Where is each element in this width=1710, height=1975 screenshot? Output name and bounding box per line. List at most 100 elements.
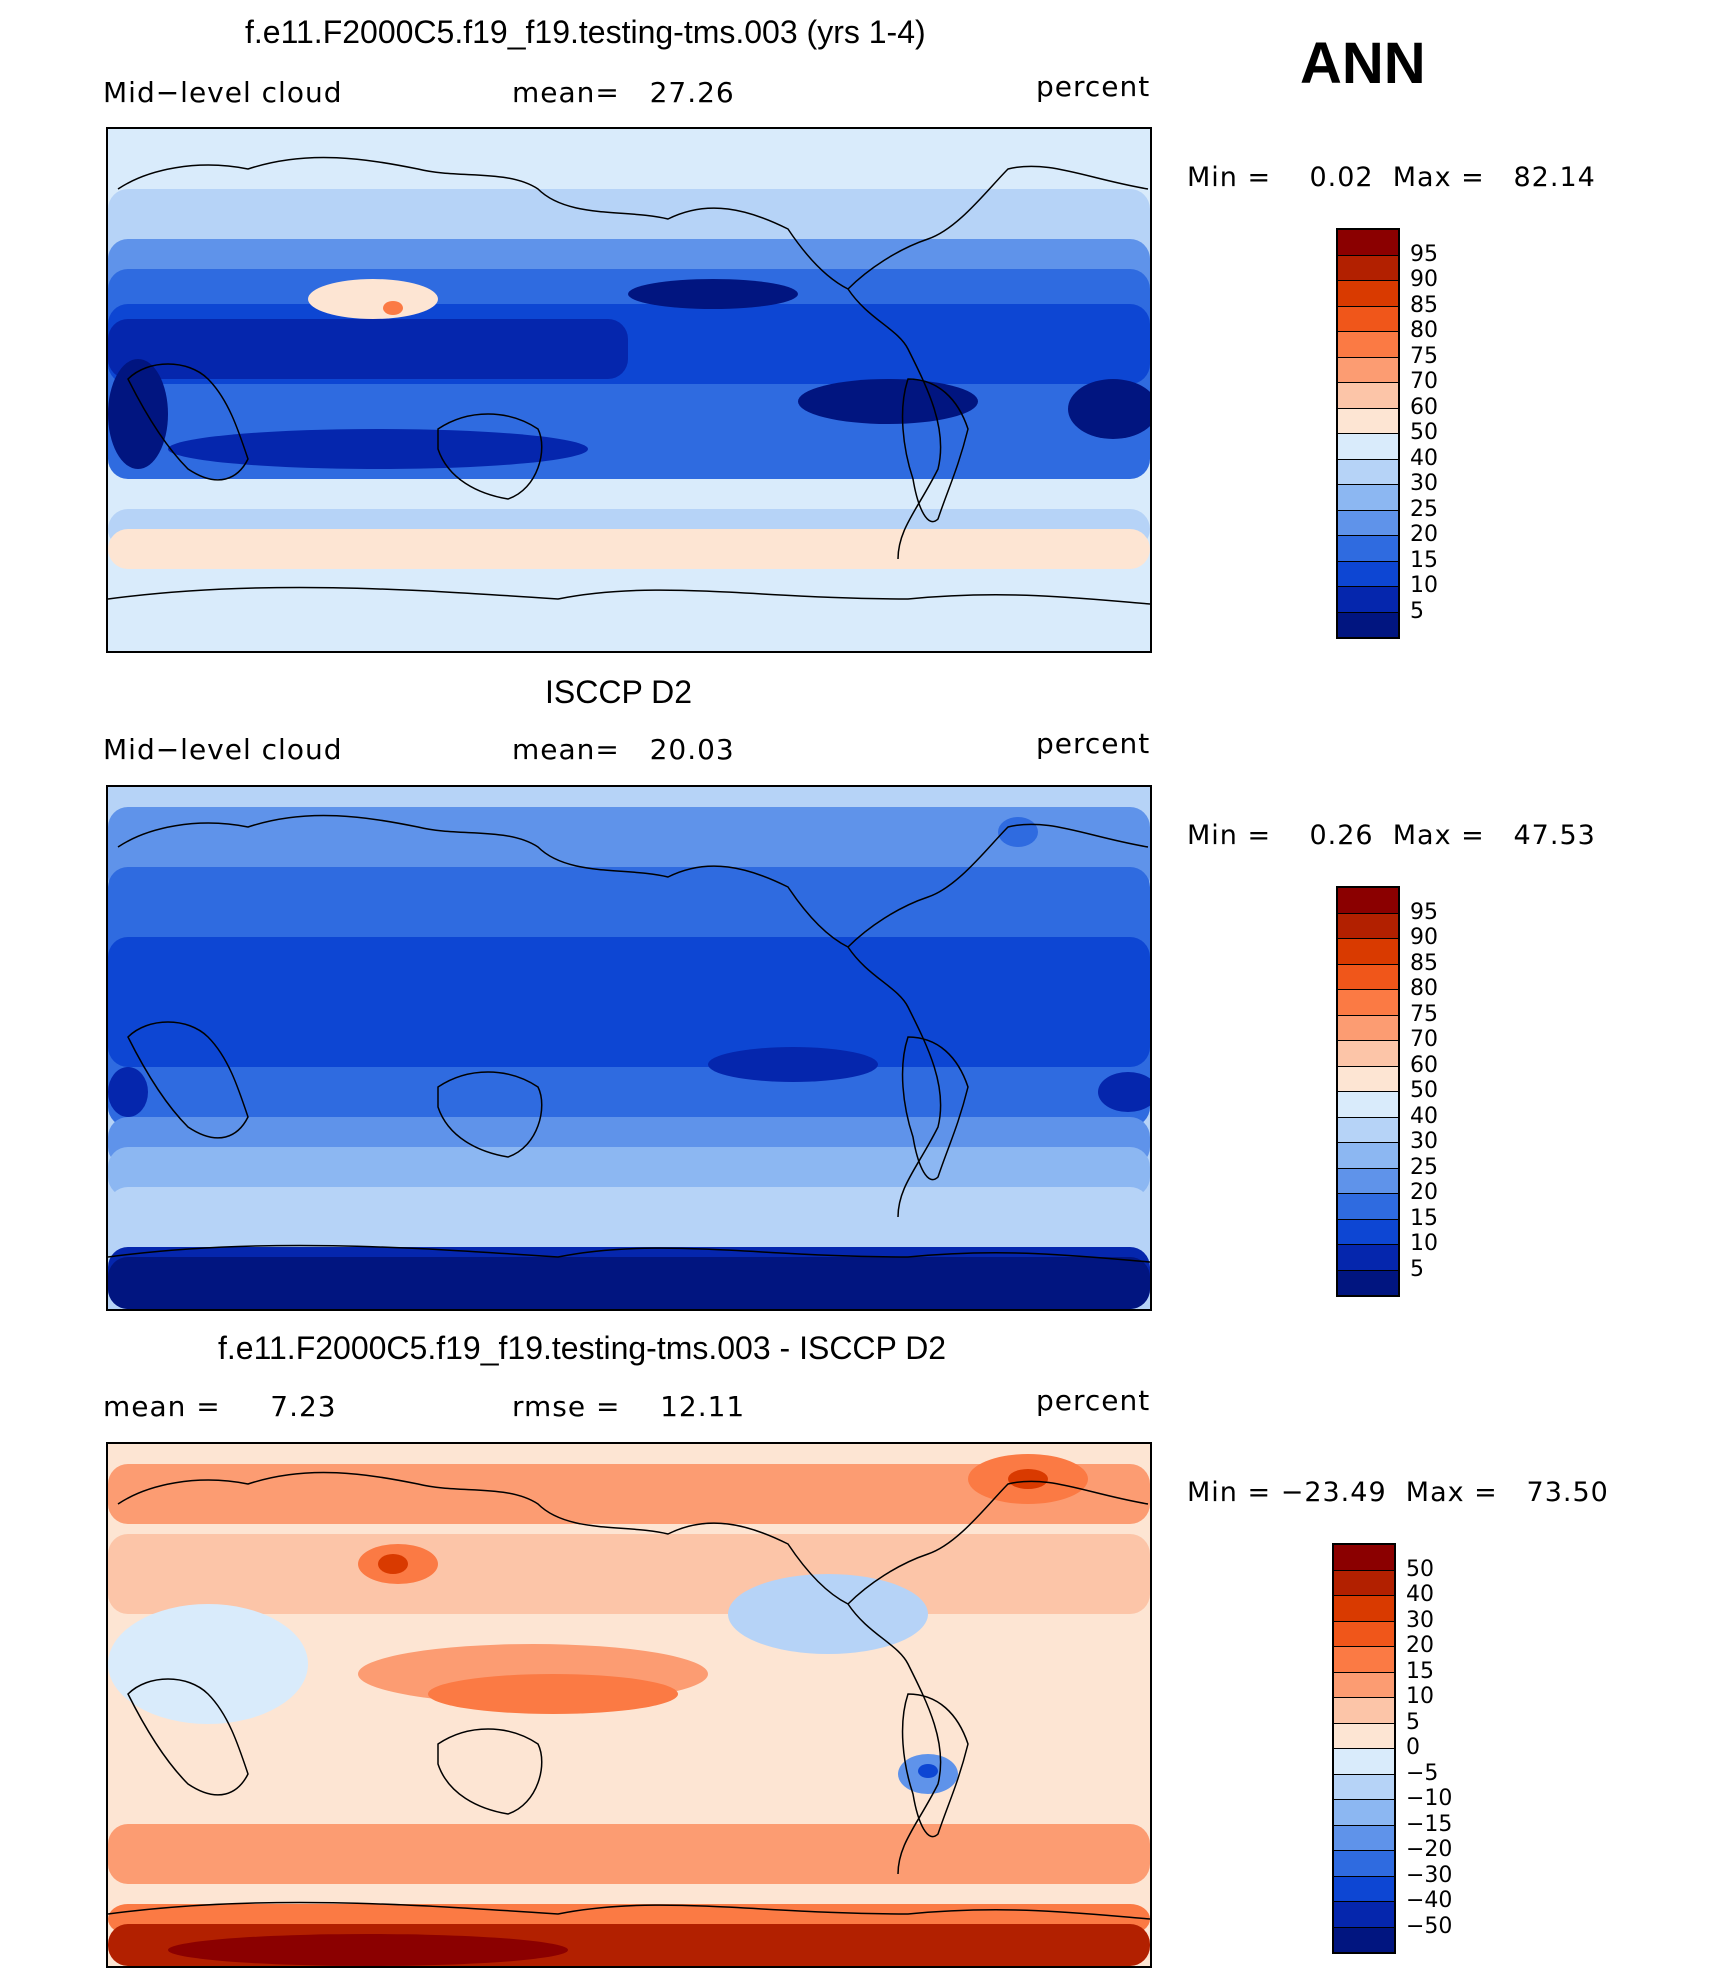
coastline bbox=[901, 378, 969, 523]
variable-label: Mid−level cloud bbox=[103, 733, 343, 766]
coastline bbox=[847, 165, 1149, 290]
contour-region bbox=[108, 1067, 148, 1117]
coastline bbox=[127, 1678, 249, 1796]
colorbar-tick-label: 95 bbox=[1410, 899, 1438, 925]
colorbar-swatch bbox=[1338, 913, 1398, 939]
contour-map bbox=[108, 787, 1150, 1309]
colorbar-swatch bbox=[1338, 612, 1398, 637]
min-max-label: Min = 0.02 Max = 82.14 bbox=[1187, 162, 1596, 193]
colorbar-swatch bbox=[1334, 1570, 1394, 1596]
colorbar-swatch bbox=[1334, 1596, 1394, 1622]
colorbar-tick-label: 40 bbox=[1406, 1582, 1434, 1607]
colorbar-tick-label: 30 bbox=[1410, 1129, 1438, 1154]
contour-band bbox=[108, 529, 1150, 569]
colorbar-swatch bbox=[1338, 1245, 1398, 1271]
coastline bbox=[108, 586, 1150, 605]
contour-region bbox=[428, 1674, 678, 1714]
panel-title: f.e11.F2000C5.f19_f19.testing-tms.003 - … bbox=[218, 1330, 947, 1366]
colorbar-tick-label: 15 bbox=[1410, 547, 1438, 573]
units-label: percent bbox=[1036, 727, 1151, 760]
colorbar-swatch bbox=[1334, 1800, 1394, 1826]
contour-region bbox=[108, 359, 168, 469]
colorbar-tick-label: 10 bbox=[1410, 573, 1438, 598]
colorbar-tick-label: 80 bbox=[1410, 318, 1438, 343]
colorbar-tick-label: −5 bbox=[1406, 1760, 1439, 1786]
colorbar-tick-label: 75 bbox=[1410, 1001, 1438, 1027]
colorbar-swatch bbox=[1338, 306, 1398, 332]
contour-region bbox=[628, 279, 798, 309]
contour-band bbox=[108, 569, 1150, 651]
colorbar-swatch bbox=[1338, 1092, 1398, 1118]
colorbar-swatch bbox=[1338, 1270, 1398, 1295]
contour-map bbox=[108, 129, 1150, 651]
colorbar-tick-label: 20 bbox=[1410, 1180, 1438, 1205]
contour-region bbox=[798, 379, 978, 424]
mean-label: mean = 7.23 bbox=[103, 1390, 337, 1423]
colorbar-swatch bbox=[1334, 1825, 1394, 1851]
colorbar-swatch bbox=[1338, 434, 1398, 460]
colorbar-swatch bbox=[1338, 485, 1398, 511]
colorbar-tick-label: 75 bbox=[1410, 343, 1438, 369]
contour-region bbox=[168, 1934, 568, 1966]
colorbar-swatches bbox=[1336, 228, 1400, 639]
colorbar-swatch bbox=[1334, 1647, 1394, 1673]
coastline bbox=[127, 363, 249, 481]
coastline bbox=[117, 156, 942, 560]
coastline bbox=[437, 1728, 543, 1815]
colorbar-swatch bbox=[1338, 1015, 1398, 1041]
colorbar-swatch bbox=[1334, 1749, 1394, 1775]
colorbar-swatch bbox=[1334, 1851, 1394, 1877]
colorbar-swatch bbox=[1338, 408, 1398, 434]
coastline bbox=[108, 1244, 1150, 1263]
colorbar-tick-label: 60 bbox=[1410, 1052, 1438, 1078]
colorbar-tick-label: 85 bbox=[1410, 950, 1438, 976]
contour-region bbox=[728, 1574, 928, 1654]
colorbar-tick-label: 80 bbox=[1410, 976, 1438, 1001]
contour-band bbox=[108, 1257, 1150, 1309]
rmse-label: rmse = 12.11 bbox=[512, 1390, 746, 1423]
panel-title: f.e11.F2000C5.f19_f19.testing-tms.003 (y… bbox=[245, 14, 926, 50]
colorbar-tick-label: 10 bbox=[1410, 1231, 1438, 1256]
colorbar-swatch bbox=[1338, 964, 1398, 990]
coastline bbox=[108, 1901, 1150, 1920]
contour-region bbox=[378, 1554, 408, 1574]
min-max-label: Min = −23.49 Max = 73.50 bbox=[1187, 1477, 1609, 1508]
units-label: percent bbox=[1036, 1384, 1151, 1417]
contour-region bbox=[108, 1604, 308, 1724]
coastline bbox=[117, 1471, 942, 1875]
colorbar-tick-label: 50 bbox=[1410, 420, 1438, 445]
mean-label: mean= 20.03 bbox=[512, 733, 735, 766]
colorbar-tick-label: −40 bbox=[1406, 1888, 1453, 1913]
colorbar-tick-label: 85 bbox=[1410, 292, 1438, 318]
colorbar-tick-label: 60 bbox=[1410, 394, 1438, 420]
colorbar-swatch bbox=[1338, 1041, 1398, 1067]
contour-region bbox=[1008, 1469, 1048, 1489]
colorbar-swatch bbox=[1338, 587, 1398, 613]
colorbar-swatch bbox=[1338, 1219, 1398, 1245]
colorbar-tick-label: 15 bbox=[1406, 1658, 1434, 1684]
contour-map bbox=[108, 1444, 1150, 1966]
colorbar-tick-label: 50 bbox=[1410, 1078, 1438, 1103]
coastline bbox=[847, 1480, 1149, 1605]
contour-region bbox=[1098, 1072, 1150, 1112]
contour-band bbox=[108, 1534, 1150, 1614]
colorbar-swatches bbox=[1336, 886, 1400, 1297]
colorbar-tick-label: −20 bbox=[1406, 1837, 1453, 1862]
colorbar-tick-label: 95 bbox=[1410, 241, 1438, 267]
colorbar-swatches bbox=[1332, 1543, 1396, 1954]
map-plot bbox=[106, 785, 1152, 1311]
colorbar-tick-label: 25 bbox=[1410, 496, 1438, 522]
contour-region bbox=[918, 1764, 938, 1778]
colorbar-swatch bbox=[1338, 332, 1398, 358]
colorbar-swatch bbox=[1334, 1545, 1394, 1571]
coastline bbox=[901, 1036, 969, 1181]
colorbar-tick-label: −15 bbox=[1406, 1811, 1453, 1837]
colorbar-tick-label: 30 bbox=[1410, 471, 1438, 496]
coastline bbox=[901, 1693, 969, 1838]
contour-band bbox=[108, 1187, 1150, 1247]
contour-band bbox=[108, 1147, 1150, 1197]
colorbar-tick-label: 30 bbox=[1406, 1607, 1434, 1633]
colorbar-tick-label: −10 bbox=[1406, 1786, 1453, 1811]
colorbar-tick-label: 10 bbox=[1406, 1684, 1434, 1709]
colorbar-tick-label: 5 bbox=[1406, 1709, 1420, 1735]
